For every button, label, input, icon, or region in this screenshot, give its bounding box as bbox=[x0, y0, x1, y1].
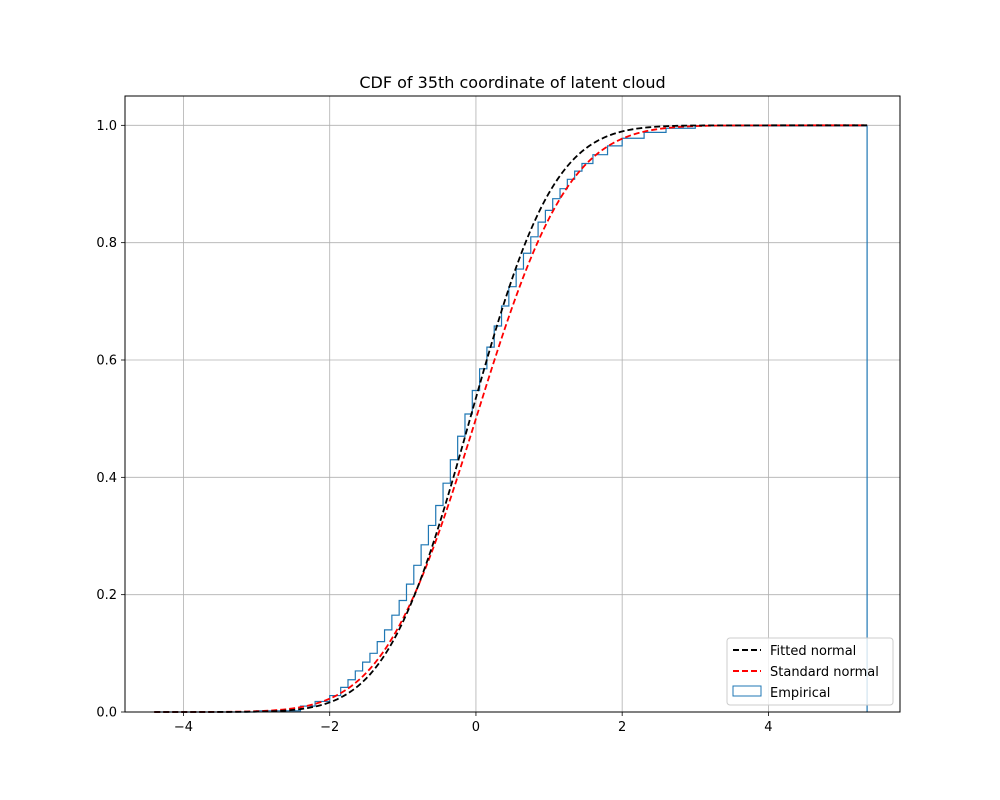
x-tick-label-3: 2 bbox=[618, 720, 626, 735]
legend-empirical-swatch bbox=[732, 685, 762, 697]
x-tick-label-0: −4 bbox=[174, 720, 193, 735]
y-tick-label-1: 0.2 bbox=[96, 588, 117, 603]
y-tick-label-2: 0.4 bbox=[96, 471, 117, 486]
x-tick-label-1: −2 bbox=[320, 720, 339, 735]
plot-frame bbox=[124, 95, 901, 713]
legend-standard-normal-label: Standard normal bbox=[770, 665, 879, 680]
y-tick-label-5: 1.0 bbox=[96, 119, 117, 134]
y-tick-label-3: 0.6 bbox=[96, 354, 117, 369]
series-fitted-normal bbox=[154, 124, 868, 713]
x-axis-ticks: −4 −2 0 2 4 bbox=[174, 712, 773, 735]
x-tick-label-4: 4 bbox=[764, 720, 772, 735]
chart-title: CDF of 35th coordinate of latent cloud bbox=[359, 73, 665, 92]
series-empirical bbox=[155, 125, 868, 713]
plot-series bbox=[154, 124, 868, 713]
y-axis-ticks: 0.0 0.2 0.4 0.6 0.8 1.0 bbox=[96, 119, 125, 721]
y-tick-label-4: 0.8 bbox=[96, 236, 117, 251]
legend: Fitted normal Standard normal Empirical bbox=[726, 637, 894, 706]
y-tick-label-0: 0.0 bbox=[96, 706, 117, 721]
legend-fitted-normal-label: Fitted normal bbox=[770, 644, 856, 659]
x-tick-label-2: 0 bbox=[472, 720, 480, 735]
legend-box bbox=[726, 637, 894, 706]
legend-empirical-label: Empirical bbox=[770, 686, 830, 701]
